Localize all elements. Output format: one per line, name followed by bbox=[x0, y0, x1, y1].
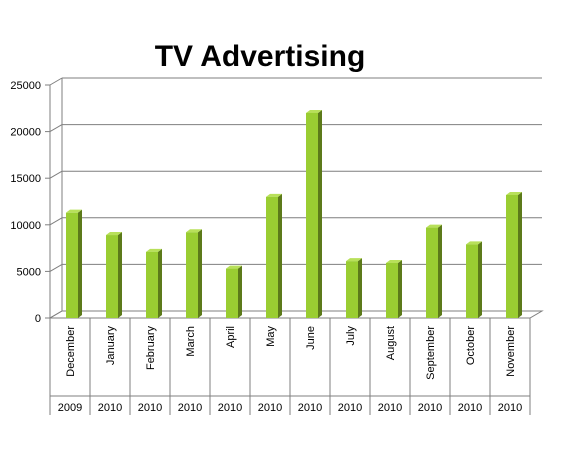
bar-front bbox=[426, 227, 438, 318]
bar bbox=[186, 229, 202, 318]
bar bbox=[346, 258, 362, 318]
bar-top bbox=[506, 191, 522, 195]
category-label: November bbox=[505, 326, 517, 377]
y-tick-label: 20000 bbox=[10, 127, 41, 139]
category-label: August bbox=[385, 326, 397, 360]
y-tick-label: 0 bbox=[35, 313, 41, 325]
y-tick-label: 10000 bbox=[10, 220, 41, 232]
year-label: 2010 bbox=[218, 402, 242, 414]
category-label: July bbox=[345, 326, 357, 346]
bar-top bbox=[306, 109, 322, 113]
bar-front bbox=[506, 194, 518, 318]
year-label: 2009 bbox=[58, 402, 82, 414]
bar-front bbox=[466, 244, 478, 318]
gridlines bbox=[49, 77, 542, 319]
y-tick-label: 25000 bbox=[10, 80, 41, 92]
year-label: 2010 bbox=[98, 402, 122, 414]
bar-front bbox=[146, 251, 158, 318]
year-label: 2010 bbox=[378, 402, 402, 414]
bar-top bbox=[186, 229, 202, 233]
bar-top bbox=[266, 193, 282, 197]
bar-front bbox=[66, 212, 78, 318]
gridline-perspective bbox=[49, 217, 63, 226]
gridline-perspective bbox=[49, 263, 63, 272]
bar-side bbox=[78, 209, 82, 318]
year-label: 2010 bbox=[138, 402, 162, 414]
bar bbox=[466, 241, 482, 318]
gridline-perspective bbox=[49, 170, 63, 179]
x-axis-category-labels: December January February March April May June… bbox=[65, 326, 517, 380]
bar-side bbox=[518, 191, 522, 318]
bar bbox=[306, 109, 322, 319]
category-label: January bbox=[105, 326, 117, 366]
gridline-perspective bbox=[49, 124, 63, 133]
bar bbox=[266, 193, 282, 318]
bar-top bbox=[226, 265, 242, 269]
category-label: October bbox=[465, 326, 477, 365]
chart-title: TV Advertising bbox=[155, 40, 366, 73]
bar bbox=[226, 265, 242, 318]
bar-side bbox=[158, 248, 162, 318]
bars bbox=[66, 109, 522, 319]
bar-front bbox=[186, 232, 198, 318]
category-label: March bbox=[185, 326, 197, 357]
bar-top bbox=[346, 258, 362, 262]
category-label: December bbox=[65, 326, 77, 377]
bar-front bbox=[266, 196, 278, 318]
category-label: April bbox=[225, 326, 237, 348]
bar-side bbox=[278, 193, 282, 318]
y-tick-label: 5000 bbox=[17, 266, 41, 278]
gridline-perspective bbox=[49, 77, 63, 86]
bar-top bbox=[146, 248, 162, 252]
category-label: February bbox=[145, 326, 157, 371]
bar-top bbox=[106, 232, 122, 236]
bar-top bbox=[386, 260, 402, 264]
bar-side bbox=[198, 229, 202, 318]
bar-front bbox=[346, 261, 358, 318]
x-axis-year-labels: 2009 2010 2010 2010 2010 2010 2010 2010 2010 2010… bbox=[58, 402, 522, 414]
bar-side bbox=[478, 241, 482, 318]
bar-front bbox=[226, 268, 238, 318]
bar-top bbox=[66, 209, 82, 213]
bar-side bbox=[118, 232, 122, 318]
axes bbox=[45, 78, 544, 415]
category-label: June bbox=[305, 326, 317, 350]
category-label: September bbox=[425, 326, 437, 380]
category-label: May bbox=[265, 326, 277, 347]
bar-top bbox=[426, 224, 442, 228]
year-label: 2010 bbox=[418, 402, 442, 414]
bar-side bbox=[318, 109, 322, 319]
bar-front bbox=[106, 235, 118, 318]
year-label: 2010 bbox=[258, 402, 282, 414]
y-axis-tick-labels: 0 5000 10000 15000 20000 25000 bbox=[10, 80, 41, 325]
year-label: 2010 bbox=[458, 402, 482, 414]
y-tick-label: 15000 bbox=[10, 173, 41, 185]
bar-side bbox=[438, 224, 442, 318]
year-label: 2010 bbox=[298, 402, 322, 414]
bar-top bbox=[466, 241, 482, 245]
bar bbox=[506, 191, 522, 318]
bar-front bbox=[386, 263, 398, 318]
year-label: 2010 bbox=[338, 402, 362, 414]
bar bbox=[66, 209, 82, 318]
bar-side bbox=[238, 265, 242, 318]
bar bbox=[426, 224, 442, 318]
bar-front bbox=[306, 112, 318, 319]
year-label: 2010 bbox=[178, 402, 202, 414]
bar bbox=[386, 260, 402, 318]
year-label: 2010 bbox=[498, 402, 522, 414]
bar bbox=[106, 232, 122, 318]
bar-side bbox=[398, 260, 402, 318]
bar-side bbox=[358, 258, 362, 318]
bar bbox=[146, 248, 162, 318]
